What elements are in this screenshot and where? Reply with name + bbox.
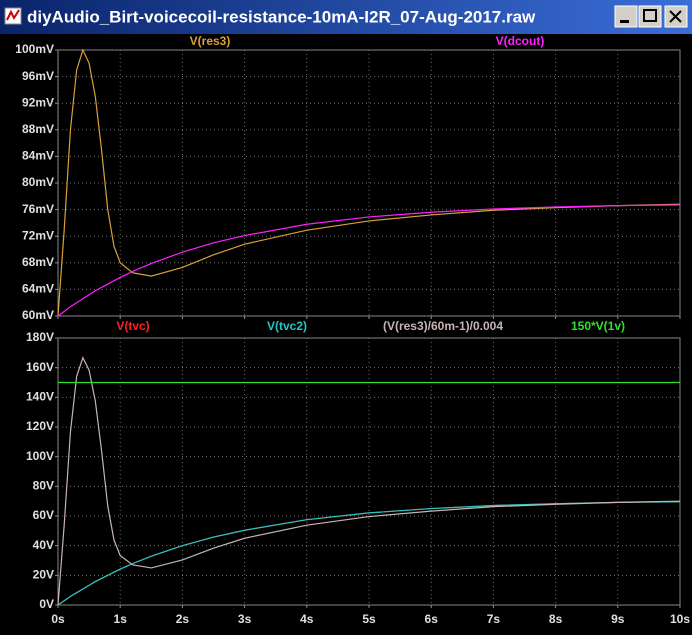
y-tick-label: 96mV bbox=[22, 69, 54, 83]
y-tick-label: 40V bbox=[33, 538, 54, 552]
x-tick-label: 0s bbox=[51, 612, 65, 626]
x-tick-label: 5s bbox=[362, 612, 376, 626]
y-tick-label: 100mV bbox=[15, 42, 54, 56]
y-tick-label: 84mV bbox=[22, 149, 54, 163]
legend-label: V(tvc) bbox=[116, 319, 149, 333]
y-tick-label: 72mV bbox=[22, 228, 54, 242]
x-tick-label: 6s bbox=[425, 612, 439, 626]
y-tick-label: 160V bbox=[26, 360, 54, 374]
legend-label: 150*V(1v) bbox=[571, 319, 625, 333]
y-tick-label: 76mV bbox=[22, 202, 54, 216]
y-tick-label: 80mV bbox=[22, 175, 54, 189]
x-tick-label: 7s bbox=[487, 612, 501, 626]
y-tick-label: 60V bbox=[33, 508, 54, 522]
y-tick-label: 120V bbox=[26, 419, 54, 433]
y-tick-label: 140V bbox=[26, 390, 54, 404]
title-bar bbox=[0, 0, 692, 34]
x-tick-label: 1s bbox=[114, 612, 128, 626]
x-tick-label: 4s bbox=[300, 612, 314, 626]
legend-label: (V(res3)/60m-1)/0.004 bbox=[383, 319, 503, 333]
window-title: diyAudio_Birt-voicecoil-resistance-10mA-… bbox=[27, 7, 536, 26]
maximize-button[interactable] bbox=[638, 5, 662, 28]
x-tick-label: 2s bbox=[176, 612, 190, 626]
legend-label: V(res3) bbox=[190, 34, 231, 48]
legend-label: V(tvc2) bbox=[267, 319, 307, 333]
close-button[interactable] bbox=[664, 5, 688, 28]
legend-label: V(dcout) bbox=[496, 34, 545, 48]
y-tick-label: 60mV bbox=[22, 308, 54, 322]
app-icon-glyph bbox=[6, 9, 20, 21]
y-tick-label: 88mV bbox=[22, 122, 54, 136]
y-tick-label: 20V bbox=[33, 568, 54, 582]
x-tick-label: 3s bbox=[238, 612, 252, 626]
y-tick-label: 64mV bbox=[22, 282, 54, 296]
series-line bbox=[57, 356, 681, 606]
series-line bbox=[57, 501, 681, 606]
y-tick-label: 0V bbox=[39, 597, 54, 611]
y-tick-label: 68mV bbox=[22, 255, 54, 269]
series-line bbox=[57, 48, 681, 317]
x-tick-label: 8s bbox=[549, 612, 563, 626]
minimize-button[interactable] bbox=[614, 5, 638, 28]
y-tick-label: 100V bbox=[26, 449, 54, 463]
series-line bbox=[57, 204, 681, 317]
y-tick-label: 92mV bbox=[22, 95, 54, 109]
x-tick-label: 10s bbox=[670, 612, 690, 626]
y-tick-label: 80V bbox=[33, 479, 54, 493]
y-tick-label: 180V bbox=[26, 330, 54, 344]
x-tick-label: 9s bbox=[611, 612, 625, 626]
